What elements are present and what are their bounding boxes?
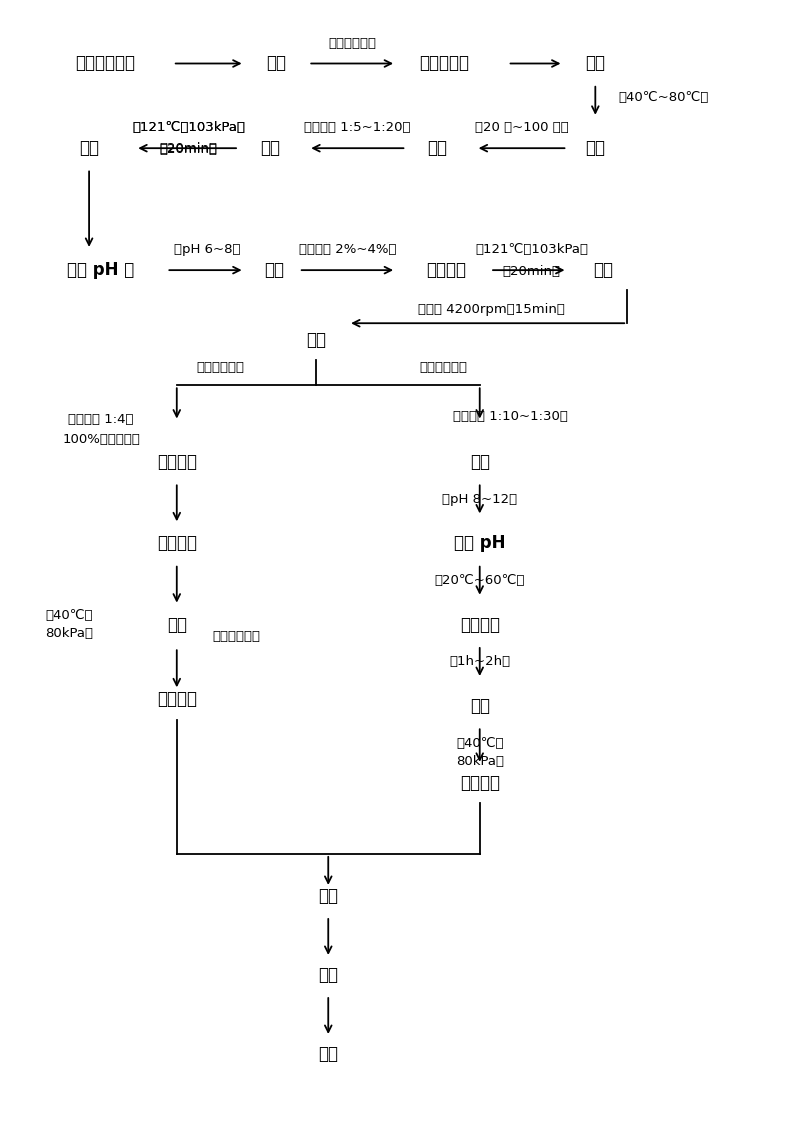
Text: （20min）: （20min） (160, 142, 218, 155)
Text: （40℃、: （40℃、 (46, 609, 93, 623)
Text: 抽滤: 抽滤 (470, 697, 490, 715)
Text: 柑橘鲜果洗涤: 柑橘鲜果洗涤 (75, 54, 135, 72)
Text: 烘干: 烘干 (586, 54, 606, 72)
Text: 真空干燥: 真空干燥 (460, 774, 500, 791)
Text: 加水: 加水 (470, 453, 490, 471)
Text: 粉碎: 粉碎 (586, 139, 606, 157)
Text: （121℃、103kPa）: （121℃、103kPa） (475, 243, 588, 256)
Text: 100%乙醇溶液）: 100%乙醇溶液） (62, 434, 140, 446)
Text: （接种量 2%~4%）: （接种量 2%~4%） (298, 243, 396, 256)
Text: （上层清液）: （上层清液） (197, 361, 245, 374)
Text: （体积比 1:4，: （体积比 1:4， (68, 413, 134, 426)
Text: 接种: 接种 (264, 261, 284, 280)
Text: （料液比 1:10~1:30）: （料液比 1:10~1:30） (453, 411, 567, 423)
Text: （柑橘皮渣）: （柑橘皮渣） (328, 36, 376, 50)
Text: 调节 pH 值: 调节 pH 值 (67, 261, 134, 280)
Text: 离心: 离心 (306, 332, 326, 349)
Text: 震荡培养: 震荡培养 (426, 261, 466, 280)
Text: 榨汁: 榨汁 (266, 54, 286, 72)
Text: （料液比 1:5~1:20）: （料液比 1:5~1:20） (305, 121, 411, 135)
Text: （下层沉淀）: （下层沉淀） (213, 629, 261, 643)
Text: 灭菌: 灭菌 (594, 261, 614, 280)
Text: （40℃~80℃）: （40℃~80℃） (618, 91, 708, 104)
Text: （下层沉淀）: （下层沉淀） (420, 361, 468, 374)
Text: 成品: 成品 (318, 1045, 338, 1063)
Text: （1h~2h）: （1h~2h） (449, 655, 510, 669)
Text: （20℃~60℃）: （20℃~60℃） (434, 574, 525, 588)
Text: （40℃、: （40℃、 (456, 737, 503, 749)
Text: 烘干: 烘干 (318, 886, 338, 904)
Text: 水浴搅拌: 水浴搅拌 (460, 616, 500, 634)
Text: （pH 6~8）: （pH 6~8） (174, 243, 240, 256)
Text: 离心: 离心 (166, 616, 186, 634)
Text: 粉碎: 粉碎 (318, 966, 338, 984)
Text: （转速 4200rpm，15min）: （转速 4200rpm，15min） (418, 303, 565, 316)
Text: （121℃、103kPa）: （121℃、103kPa） (132, 121, 246, 135)
Text: （20min）: （20min） (160, 143, 218, 156)
Text: 80kPa）: 80kPa） (45, 627, 93, 641)
Text: （121℃、103kPa）: （121℃、103kPa） (132, 121, 246, 135)
Text: 灭菌: 灭菌 (79, 139, 99, 157)
Text: 80kPa）: 80kPa） (456, 755, 504, 767)
Text: 静置过夜: 静置过夜 (157, 534, 197, 552)
Text: 乙醇沉析: 乙醇沉析 (157, 453, 197, 471)
Text: 过筛: 过筛 (427, 139, 447, 157)
Text: 调节 pH: 调节 pH (454, 534, 506, 552)
Text: 加水: 加水 (260, 139, 280, 157)
Text: 去籽、切丝: 去籽、切丝 (419, 54, 469, 72)
Text: （20min）: （20min） (502, 265, 561, 277)
Text: （20 目~100 目）: （20 目~100 目） (475, 121, 569, 135)
Text: 真空干燥: 真空干燥 (157, 691, 197, 709)
Text: （pH 8~12）: （pH 8~12） (442, 492, 518, 506)
